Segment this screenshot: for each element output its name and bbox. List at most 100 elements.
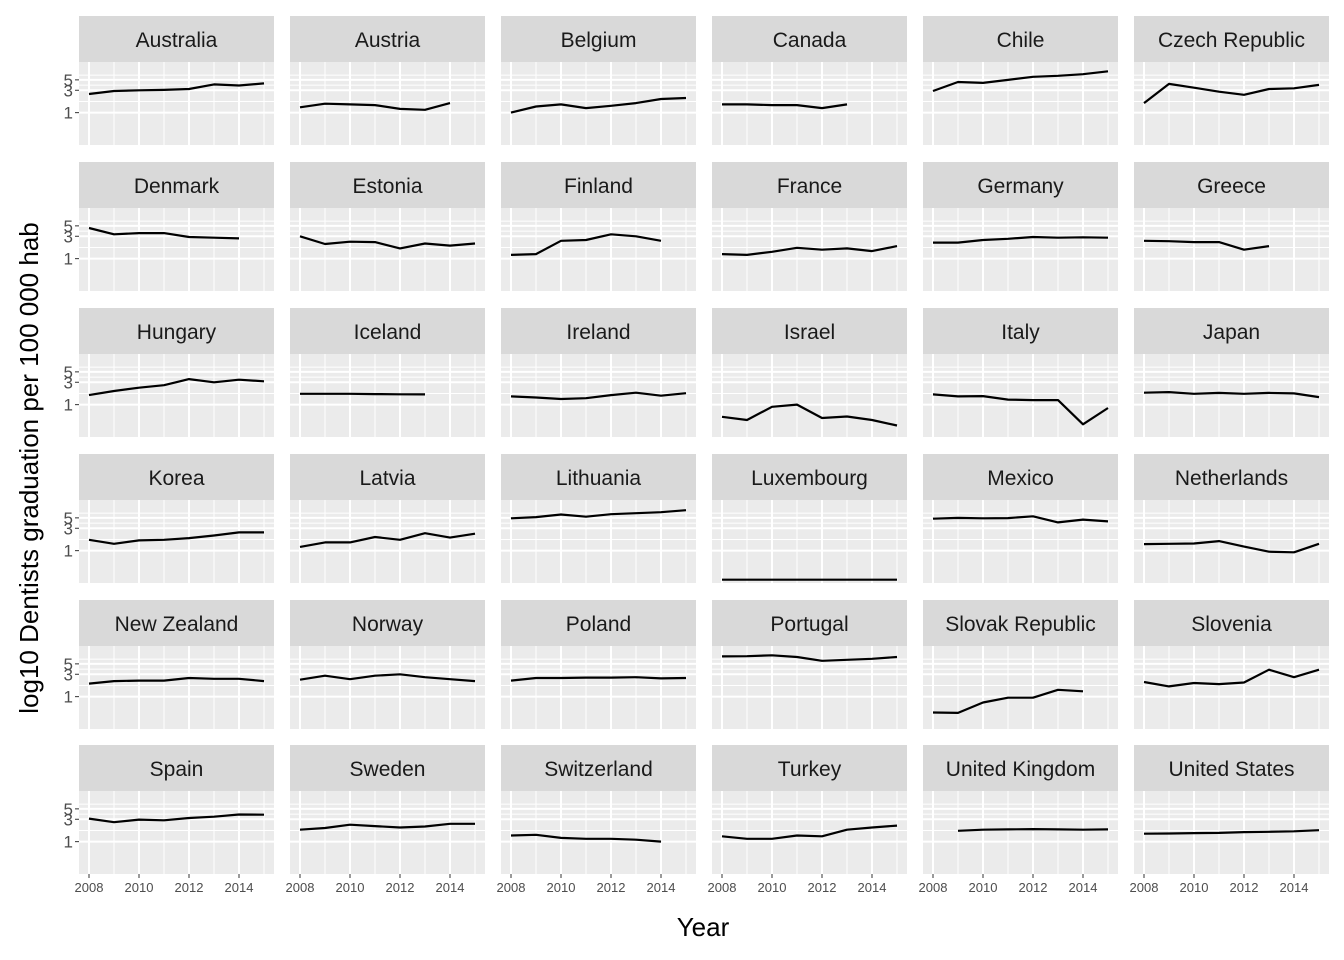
panel-background	[290, 791, 485, 874]
y-tick-label: 1	[64, 833, 73, 852]
facet-strip-label: Netherlands	[1175, 467, 1288, 490]
facet-slovenia: Slovenia	[1134, 600, 1329, 729]
facet-plot-area	[712, 354, 907, 437]
series-line-turkey	[721, 824, 898, 840]
y-tick-label: 5	[64, 800, 73, 819]
y-tick-label: 5	[64, 363, 73, 382]
facet-plot-area	[290, 500, 485, 583]
panel-background	[1134, 354, 1329, 437]
panel-background	[501, 62, 696, 145]
facet-plot-area	[923, 646, 1118, 729]
y-tick-label: 5	[64, 217, 73, 236]
facet-strip-label: Luxembourg	[751, 467, 868, 490]
facet-iceland: Iceland	[290, 308, 485, 437]
series-line-israel	[721, 403, 898, 427]
series-line-belgium	[510, 96, 687, 114]
panel-background	[1134, 62, 1329, 145]
panel-background	[79, 791, 274, 874]
x-tick-label: 2010	[547, 880, 576, 895]
facet-plot-area	[79, 791, 274, 874]
panel-background	[501, 500, 696, 583]
facet-plot-area	[712, 208, 907, 291]
facet-strip-label: Italy	[1001, 321, 1040, 344]
facet-strip	[1134, 600, 1329, 646]
y-tick-label: 3	[64, 519, 73, 538]
panel-background	[290, 500, 485, 583]
panel-background	[79, 500, 274, 583]
facet-strip	[923, 600, 1118, 646]
facet-germany: Germany	[923, 162, 1118, 291]
y-tick-label: 3	[64, 810, 73, 829]
facet-strip	[923, 308, 1118, 354]
facet-strip-label: Belgium	[561, 29, 637, 52]
series-line-new-zealand	[88, 676, 265, 685]
series-line-denmark	[88, 226, 240, 240]
series-line-finland	[510, 233, 662, 256]
facet-plot-area	[501, 500, 696, 583]
y-tick-label: 1	[64, 688, 73, 707]
facet-strip	[79, 454, 274, 500]
series-line-sweden	[299, 822, 475, 831]
panel-background	[290, 646, 485, 729]
facet-strip	[79, 745, 274, 791]
facet-plot-area	[290, 354, 485, 437]
panel-background	[79, 646, 274, 729]
facet-strip	[290, 16, 485, 62]
facet-plot-area	[1134, 646, 1329, 729]
facet-plot-area	[501, 62, 696, 145]
facet-strip	[1134, 162, 1329, 208]
x-tick-label: 2010	[125, 880, 154, 895]
x-tick-label: 2014	[436, 880, 465, 895]
series-line-slovak-republic	[932, 688, 1084, 715]
facet-strip-label: Latvia	[359, 467, 415, 490]
facet-strip	[712, 745, 907, 791]
facet-strip	[290, 745, 485, 791]
y-tick-label: 1	[64, 542, 73, 561]
facet-plot-area	[290, 208, 485, 291]
series-line-norway	[299, 673, 476, 683]
facet-plot-area	[290, 646, 485, 729]
facet-plot-area	[501, 208, 696, 291]
panel-background	[712, 791, 907, 874]
y-axis-title: log10 Dentists graduation per 100 000 ha…	[14, 222, 44, 713]
x-tick-labels: 2008 2010 2012 2014 2008 2010 2012 2014 2008 2010…	[75, 874, 1309, 895]
facet-strip	[501, 162, 696, 208]
x-tick-label: 2014	[1280, 880, 1309, 895]
facet-norway: Norway	[290, 600, 485, 729]
facet-plot-area	[79, 646, 274, 729]
facet-ireland: Ireland	[501, 308, 696, 437]
panel-background	[712, 354, 907, 437]
panel-background	[79, 354, 274, 437]
facet-strip-label: Spain	[150, 758, 204, 781]
facet-strip	[923, 745, 1118, 791]
facet-lithuania: Lithuania	[501, 454, 696, 583]
y-tick-label: 3	[64, 373, 73, 392]
facet-australia: Australia	[79, 16, 274, 145]
facet-strip-label: Korea	[148, 467, 204, 490]
facet-korea: Korea	[79, 454, 274, 583]
facet-strip-label: Chile	[997, 29, 1045, 52]
x-tick-label: 2008	[497, 880, 526, 895]
series-line-iceland	[300, 392, 426, 396]
facet-plot-area	[1134, 500, 1329, 583]
series-line-germany	[933, 235, 1109, 244]
panel-background	[1134, 500, 1329, 583]
facet-strip-label: Israel	[784, 321, 835, 344]
series-line-united-states	[1143, 829, 1320, 835]
facet-plot-area	[501, 354, 696, 437]
facet-strip-label: Switzerland	[544, 758, 653, 781]
series-line-portugal	[721, 654, 898, 662]
facet-strip-label: United Kingdom	[946, 758, 1095, 781]
series-line-australia	[88, 82, 265, 96]
panel-background	[79, 208, 274, 291]
panel-background	[501, 791, 696, 874]
facet-strip-label: Canada	[773, 29, 847, 52]
facet-poland: Poland	[501, 600, 696, 729]
facet-plot-area	[923, 208, 1118, 291]
facet-denmark: Denmark	[79, 162, 274, 291]
y-tick-label: 5	[64, 71, 73, 90]
facet-plot-area	[923, 354, 1118, 437]
y-tick-label: 1	[64, 250, 73, 269]
x-tick-label: 2012	[175, 880, 204, 895]
series-line-austria	[299, 102, 451, 111]
